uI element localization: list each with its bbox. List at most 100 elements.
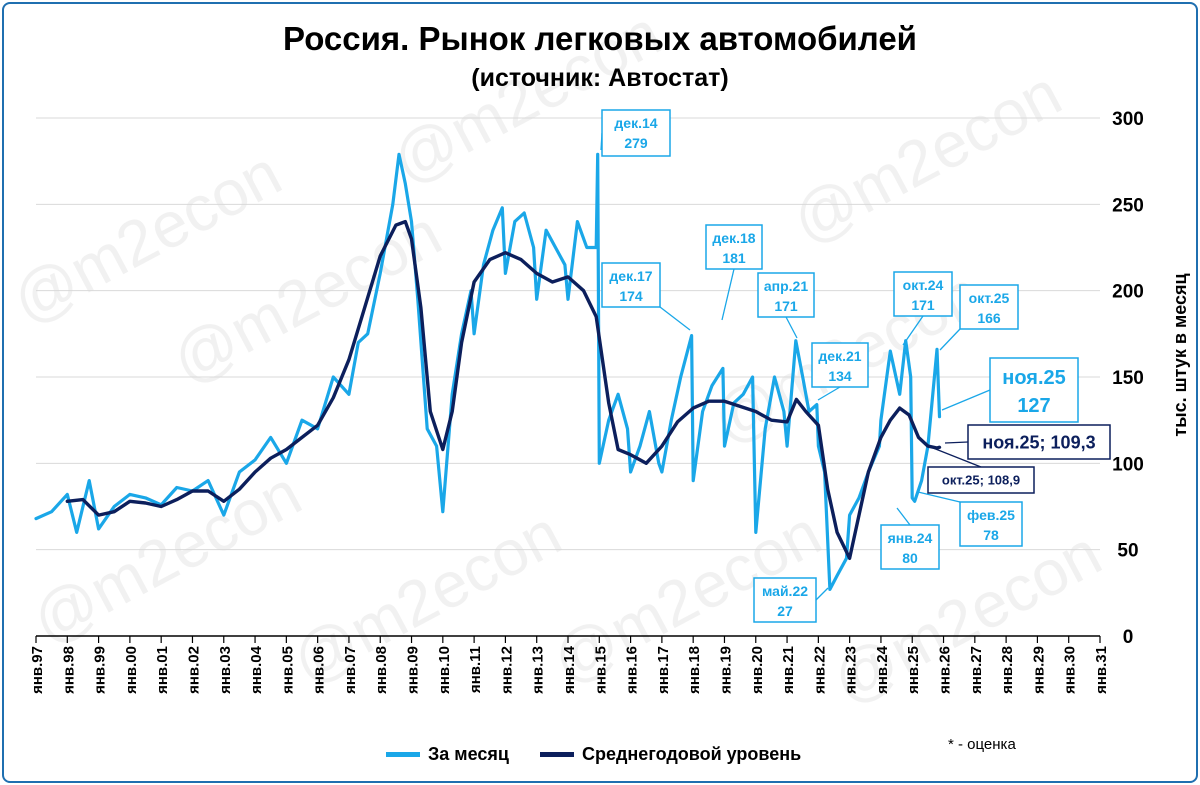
x-tick-label: янв.18 xyxy=(686,646,703,694)
legend-item-annual: Среднегодовой уровень xyxy=(540,744,801,765)
annotation-label: май.22 xyxy=(762,583,808,599)
x-tick-label: янв.07 xyxy=(342,646,359,694)
x-tick-label: янв.31 xyxy=(1093,646,1110,694)
x-tick-label: янв.01 xyxy=(154,646,171,694)
x-tick-label: янв.20 xyxy=(749,646,766,694)
annotation-value: 171 xyxy=(774,298,798,314)
annotation-box xyxy=(927,466,1035,494)
annotation-label: янв.24 xyxy=(888,530,933,546)
y-tick-label: 150 xyxy=(1112,368,1144,389)
annotation-leader xyxy=(944,441,969,444)
y-tick-label: 0 xyxy=(1123,627,1134,648)
series-line-annual-avg xyxy=(65,219,942,560)
annotation-leader xyxy=(815,587,829,601)
annotation-leader xyxy=(659,306,691,331)
annotation-box xyxy=(757,272,815,318)
x-tick-label: янв.14 xyxy=(561,645,578,694)
annotation-leader xyxy=(721,268,735,321)
annotation-leader xyxy=(817,386,841,401)
annotation-value: 78 xyxy=(983,527,999,543)
annotation-box xyxy=(705,224,763,270)
annotation-label: дек.17 xyxy=(609,268,652,284)
legend-swatch-annual xyxy=(540,752,574,757)
annotation-label: окт.25 xyxy=(969,290,1010,306)
annotation-value: 27 xyxy=(777,603,793,619)
x-tick-label: янв.19 xyxy=(717,646,734,694)
annotation-leader xyxy=(785,316,798,339)
y-axis-label: тыс. штук в месяц xyxy=(1170,273,1190,436)
x-tick-label: янв.21 xyxy=(780,646,797,694)
y-tick-label: 50 xyxy=(1117,541,1138,562)
annotation-box xyxy=(811,342,869,388)
x-tick-label: янв.97 xyxy=(29,646,46,694)
x-tick-label: янв.06 xyxy=(311,646,328,694)
x-tick-label: янв.25 xyxy=(905,646,922,694)
annotation-value: 181 xyxy=(722,250,746,266)
x-tick-label: янв.30 xyxy=(1062,646,1079,694)
annotation-leader xyxy=(941,389,991,411)
annotation-box xyxy=(880,524,940,570)
annotation-box xyxy=(959,501,1023,547)
x-tick-label: янв.29 xyxy=(1030,646,1047,694)
x-tick-label: янв.15 xyxy=(592,646,609,694)
x-tick-label: янв.17 xyxy=(655,646,672,694)
x-tick-label: янв.12 xyxy=(498,646,515,694)
annotation-value: 166 xyxy=(977,310,1001,326)
annotation-value: 127 xyxy=(1017,395,1050,417)
x-tick-label: янв.16 xyxy=(624,646,641,694)
series-line-monthly xyxy=(34,152,942,591)
annotation-box xyxy=(753,577,817,623)
x-tick-label: янв.27 xyxy=(968,646,985,694)
legend-item-monthly: За месяц xyxy=(386,744,509,765)
chart-title: Россия. Рынок легковых автомобилей xyxy=(283,20,917,57)
x-tick-label: янв.13 xyxy=(530,646,547,694)
annotation-box xyxy=(893,271,953,317)
annotation-label: апр.21 xyxy=(764,278,808,294)
annotation-box xyxy=(967,424,1111,460)
annotation-value: 80 xyxy=(902,550,918,566)
x-tick-label: янв.10 xyxy=(436,646,453,694)
y-tick-label: 250 xyxy=(1112,195,1144,216)
annotation-leader xyxy=(927,445,982,468)
y-tick-label: 100 xyxy=(1112,454,1144,475)
annotation-box xyxy=(989,357,1079,423)
legend-swatch-monthly xyxy=(386,752,420,757)
legend: За месяц Среднегодовой уровень xyxy=(0,740,1200,770)
annotation-leader xyxy=(939,328,961,351)
x-tick-label: янв.24 xyxy=(874,645,891,694)
x-tick-label: янв.22 xyxy=(811,646,828,694)
annotation-value: 174 xyxy=(619,288,643,304)
x-tick-label: янв.98 xyxy=(60,646,77,694)
series xyxy=(34,152,942,591)
annotation-box xyxy=(601,262,661,308)
x-tick-label: янв.09 xyxy=(405,646,422,694)
annotation-label: окт.24 xyxy=(903,277,944,293)
x-tick-label: янв.26 xyxy=(937,646,954,694)
x-tick-label: янв.02 xyxy=(185,646,202,694)
x-tick-label: янв.11 xyxy=(467,646,484,693)
x-tick-label: янв.28 xyxy=(999,646,1016,694)
footnote: * - оценка xyxy=(948,736,1016,753)
annotations: дек.14 279 дек.17 174 дек.18 181 апр.21 171 дек.… xyxy=(600,109,1111,623)
y-tick-label: 300 xyxy=(1112,109,1144,130)
annotation-label: дек.18 xyxy=(712,230,755,246)
legend-label-annual: Среднегодовой уровень xyxy=(582,744,802,764)
legend-label-monthly: За месяц xyxy=(428,744,509,764)
annotation-value: 171 xyxy=(911,297,935,313)
x-tick-label: янв.23 xyxy=(843,646,860,694)
x-tick-label: янв.04 xyxy=(248,645,265,694)
chart-subtitle: (источник: Автостат) xyxy=(471,64,729,92)
annotation-label: ноя.25; 109,3 xyxy=(982,432,1095,452)
annotation-box xyxy=(601,109,671,157)
annotation-box xyxy=(959,284,1019,330)
annotation-label: окт.25; 108,9 xyxy=(942,473,1020,488)
annotation-leader xyxy=(896,507,911,526)
annotation-label: дек.21 xyxy=(818,348,861,364)
x-tick-label: янв.08 xyxy=(373,646,390,694)
annotation-label: фев.25 xyxy=(967,507,1015,523)
annotation-value: 134 xyxy=(828,368,852,384)
x-tick-label: янв.05 xyxy=(279,646,296,694)
annotation-leader xyxy=(902,315,924,346)
annotation-value: 279 xyxy=(624,135,648,151)
